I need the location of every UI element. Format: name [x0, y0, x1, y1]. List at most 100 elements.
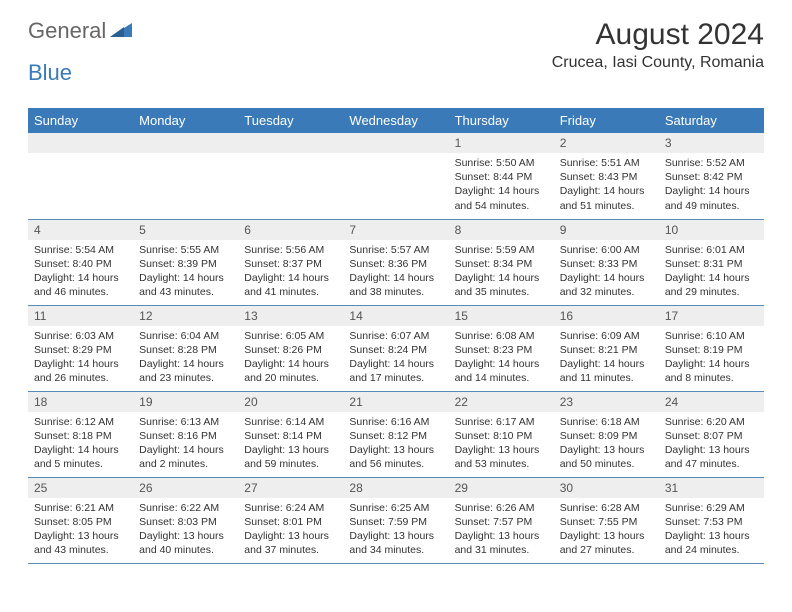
- daylight-text-2: and 23 minutes.: [139, 371, 232, 385]
- daylight-text-2: and 51 minutes.: [560, 199, 653, 213]
- day-body: Sunrise: 6:22 AMSunset: 8:03 PMDaylight:…: [133, 498, 238, 562]
- day-body: Sunrise: 6:16 AMSunset: 8:12 PMDaylight:…: [343, 412, 448, 476]
- sunrise-text: Sunrise: 6:21 AM: [34, 501, 127, 515]
- daylight-text-1: Daylight: 13 hours: [455, 529, 548, 543]
- daylight-text-1: Daylight: 14 hours: [560, 357, 653, 371]
- calendar-cell: 17Sunrise: 6:10 AMSunset: 8:19 PMDayligh…: [659, 305, 764, 391]
- calendar-cell: 12Sunrise: 6:04 AMSunset: 8:28 PMDayligh…: [133, 305, 238, 391]
- day-number: 17: [659, 306, 764, 326]
- sunrise-text: Sunrise: 5:51 AM: [560, 156, 653, 170]
- day-body: Sunrise: 6:10 AMSunset: 8:19 PMDaylight:…: [659, 326, 764, 390]
- daylight-text-2: and 37 minutes.: [244, 543, 337, 557]
- day-number: 26: [133, 478, 238, 498]
- calendar-cell: 3Sunrise: 5:52 AMSunset: 8:42 PMDaylight…: [659, 133, 764, 219]
- calendar-cell: 31Sunrise: 6:29 AMSunset: 7:53 PMDayligh…: [659, 477, 764, 563]
- day-number-empty: [133, 133, 238, 153]
- day-number: 18: [28, 392, 133, 412]
- day-number: 8: [449, 220, 554, 240]
- day-number: 1: [449, 133, 554, 153]
- day-body: Sunrise: 5:55 AMSunset: 8:39 PMDaylight:…: [133, 240, 238, 304]
- daylight-text-1: Daylight: 14 hours: [139, 271, 232, 285]
- day-number: 21: [343, 392, 448, 412]
- calendar-row: 25Sunrise: 6:21 AMSunset: 8:05 PMDayligh…: [28, 477, 764, 563]
- sunset-text: Sunset: 8:26 PM: [244, 343, 337, 357]
- day-body: Sunrise: 6:17 AMSunset: 8:10 PMDaylight:…: [449, 412, 554, 476]
- day-number: 4: [28, 220, 133, 240]
- sunset-text: Sunset: 8:10 PM: [455, 429, 548, 443]
- daylight-text-2: and 49 minutes.: [665, 199, 758, 213]
- day-number: 25: [28, 478, 133, 498]
- daylight-text-2: and 17 minutes.: [349, 371, 442, 385]
- calendar-table: SundayMondayTuesdayWednesdayThursdayFrid…: [28, 108, 764, 564]
- sunrise-text: Sunrise: 5:52 AM: [665, 156, 758, 170]
- calendar-cell: 7Sunrise: 5:57 AMSunset: 8:36 PMDaylight…: [343, 219, 448, 305]
- daylight-text-2: and 34 minutes.: [349, 543, 442, 557]
- sunrise-text: Sunrise: 5:54 AM: [34, 243, 127, 257]
- sunset-text: Sunset: 8:23 PM: [455, 343, 548, 357]
- daylight-text-1: Daylight: 14 hours: [139, 443, 232, 457]
- sunset-text: Sunset: 7:55 PM: [560, 515, 653, 529]
- sunrise-text: Sunrise: 6:28 AM: [560, 501, 653, 515]
- weekday-header: Monday: [133, 108, 238, 133]
- day-body: Sunrise: 6:20 AMSunset: 8:07 PMDaylight:…: [659, 412, 764, 476]
- day-number: 19: [133, 392, 238, 412]
- daylight-text-1: Daylight: 14 hours: [665, 357, 758, 371]
- calendar-cell: 4Sunrise: 5:54 AMSunset: 8:40 PMDaylight…: [28, 219, 133, 305]
- calendar-cell: 10Sunrise: 6:01 AMSunset: 8:31 PMDayligh…: [659, 219, 764, 305]
- calendar-cell: 29Sunrise: 6:26 AMSunset: 7:57 PMDayligh…: [449, 477, 554, 563]
- daylight-text-1: Daylight: 14 hours: [349, 357, 442, 371]
- sunset-text: Sunset: 8:36 PM: [349, 257, 442, 271]
- daylight-text-2: and 29 minutes.: [665, 285, 758, 299]
- sunset-text: Sunset: 8:39 PM: [139, 257, 232, 271]
- daylight-text-1: Daylight: 14 hours: [34, 271, 127, 285]
- sunset-text: Sunset: 8:31 PM: [665, 257, 758, 271]
- calendar-cell: 6Sunrise: 5:56 AMSunset: 8:37 PMDaylight…: [238, 219, 343, 305]
- calendar-cell: 9Sunrise: 6:00 AMSunset: 8:33 PMDaylight…: [554, 219, 659, 305]
- calendar-cell: 25Sunrise: 6:21 AMSunset: 8:05 PMDayligh…: [28, 477, 133, 563]
- daylight-text-1: Daylight: 14 hours: [665, 271, 758, 285]
- daylight-text-1: Daylight: 14 hours: [455, 357, 548, 371]
- sunrise-text: Sunrise: 6:22 AM: [139, 501, 232, 515]
- sunrise-text: Sunrise: 5:59 AM: [455, 243, 548, 257]
- calendar-head: SundayMondayTuesdayWednesdayThursdayFrid…: [28, 108, 764, 133]
- day-body: Sunrise: 6:07 AMSunset: 8:24 PMDaylight:…: [343, 326, 448, 390]
- day-body: Sunrise: 5:52 AMSunset: 8:42 PMDaylight:…: [659, 153, 764, 217]
- day-number: 31: [659, 478, 764, 498]
- day-body: Sunrise: 6:14 AMSunset: 8:14 PMDaylight:…: [238, 412, 343, 476]
- day-body: Sunrise: 6:29 AMSunset: 7:53 PMDaylight:…: [659, 498, 764, 562]
- day-body: Sunrise: 6:01 AMSunset: 8:31 PMDaylight:…: [659, 240, 764, 304]
- daylight-text-1: Daylight: 14 hours: [34, 357, 127, 371]
- sunset-text: Sunset: 8:37 PM: [244, 257, 337, 271]
- calendar-cell: [133, 133, 238, 219]
- day-number: 14: [343, 306, 448, 326]
- sunset-text: Sunset: 8:44 PM: [455, 170, 548, 184]
- daylight-text-2: and 26 minutes.: [34, 371, 127, 385]
- calendar-cell: 21Sunrise: 6:16 AMSunset: 8:12 PMDayligh…: [343, 391, 448, 477]
- calendar-body: 1Sunrise: 5:50 AMSunset: 8:44 PMDaylight…: [28, 133, 764, 563]
- sunrise-text: Sunrise: 6:13 AM: [139, 415, 232, 429]
- calendar-cell: 19Sunrise: 6:13 AMSunset: 8:16 PMDayligh…: [133, 391, 238, 477]
- sunrise-text: Sunrise: 6:08 AM: [455, 329, 548, 343]
- daylight-text-1: Daylight: 14 hours: [34, 443, 127, 457]
- day-number: 24: [659, 392, 764, 412]
- sunrise-text: Sunrise: 6:12 AM: [34, 415, 127, 429]
- daylight-text-1: Daylight: 13 hours: [560, 529, 653, 543]
- calendar-cell: 28Sunrise: 6:25 AMSunset: 7:59 PMDayligh…: [343, 477, 448, 563]
- day-number: 13: [238, 306, 343, 326]
- sunrise-text: Sunrise: 6:26 AM: [455, 501, 548, 515]
- calendar-cell: 8Sunrise: 5:59 AMSunset: 8:34 PMDaylight…: [449, 219, 554, 305]
- calendar-cell: [343, 133, 448, 219]
- daylight-text-2: and 2 minutes.: [139, 457, 232, 471]
- daylight-text-2: and 24 minutes.: [665, 543, 758, 557]
- calendar-cell: 18Sunrise: 6:12 AMSunset: 8:18 PMDayligh…: [28, 391, 133, 477]
- daylight-text-1: Daylight: 14 hours: [244, 271, 337, 285]
- sunrise-text: Sunrise: 6:29 AM: [665, 501, 758, 515]
- logo-text-general: General: [28, 18, 106, 44]
- sunset-text: Sunset: 8:42 PM: [665, 170, 758, 184]
- sunrise-text: Sunrise: 6:24 AM: [244, 501, 337, 515]
- daylight-text-2: and 50 minutes.: [560, 457, 653, 471]
- calendar-cell: 27Sunrise: 6:24 AMSunset: 8:01 PMDayligh…: [238, 477, 343, 563]
- day-body: Sunrise: 6:26 AMSunset: 7:57 PMDaylight:…: [449, 498, 554, 562]
- sunrise-text: Sunrise: 5:57 AM: [349, 243, 442, 257]
- day-body: Sunrise: 6:08 AMSunset: 8:23 PMDaylight:…: [449, 326, 554, 390]
